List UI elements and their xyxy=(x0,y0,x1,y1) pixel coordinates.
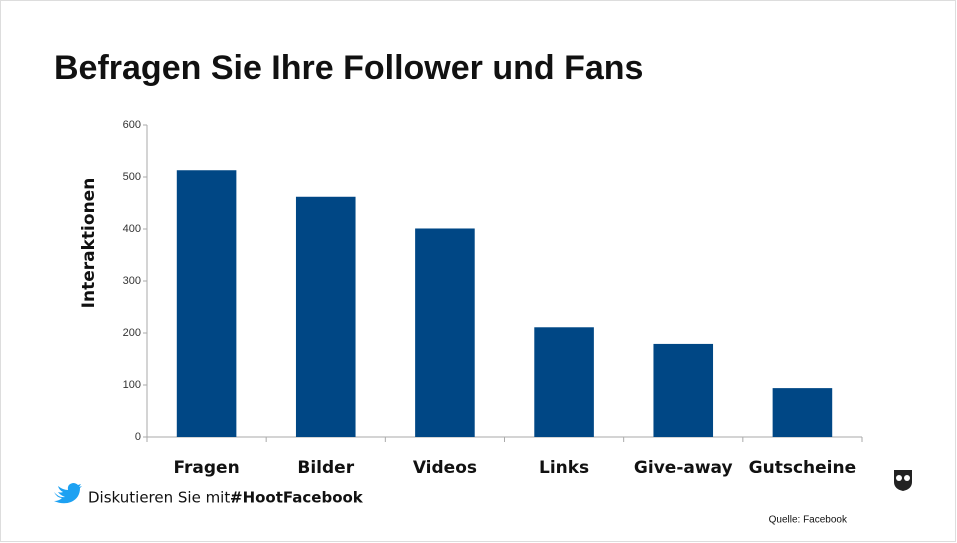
x-tick-label: Gutscheine xyxy=(749,458,856,478)
y-tick-label: 500 xyxy=(123,171,141,183)
y-tick-label: 0 xyxy=(135,431,141,443)
bar xyxy=(295,196,356,437)
y-axis-label: Interaktionen xyxy=(79,178,99,309)
footer-discuss: Diskutieren Sie mit: xyxy=(88,489,235,507)
bar xyxy=(653,343,714,437)
x-tick-label: Give-away xyxy=(634,458,733,478)
x-tick-label: Bilder xyxy=(297,458,354,478)
footer-source: Quelle: Facebook xyxy=(769,515,848,526)
chart-title: Befragen Sie Ihre Follower und Fans xyxy=(54,49,643,87)
x-tick-label: Links xyxy=(539,458,589,478)
bar xyxy=(772,388,833,437)
x-tick-label: Videos xyxy=(413,458,477,478)
y-tick-label: 100 xyxy=(123,379,141,391)
y-tick-label: 300 xyxy=(123,275,141,287)
bar xyxy=(176,170,237,438)
footer-hashtag: #HootFacebook xyxy=(230,489,364,507)
y-tick-label: 200 xyxy=(123,327,141,339)
bar xyxy=(534,327,594,437)
owl-icon xyxy=(894,470,912,491)
bar xyxy=(415,228,475,437)
y-tick-label: 400 xyxy=(123,223,141,235)
y-tick-label: 600 xyxy=(123,119,141,131)
twitter-icon xyxy=(54,483,82,504)
x-tick-label: Fragen xyxy=(173,458,239,478)
